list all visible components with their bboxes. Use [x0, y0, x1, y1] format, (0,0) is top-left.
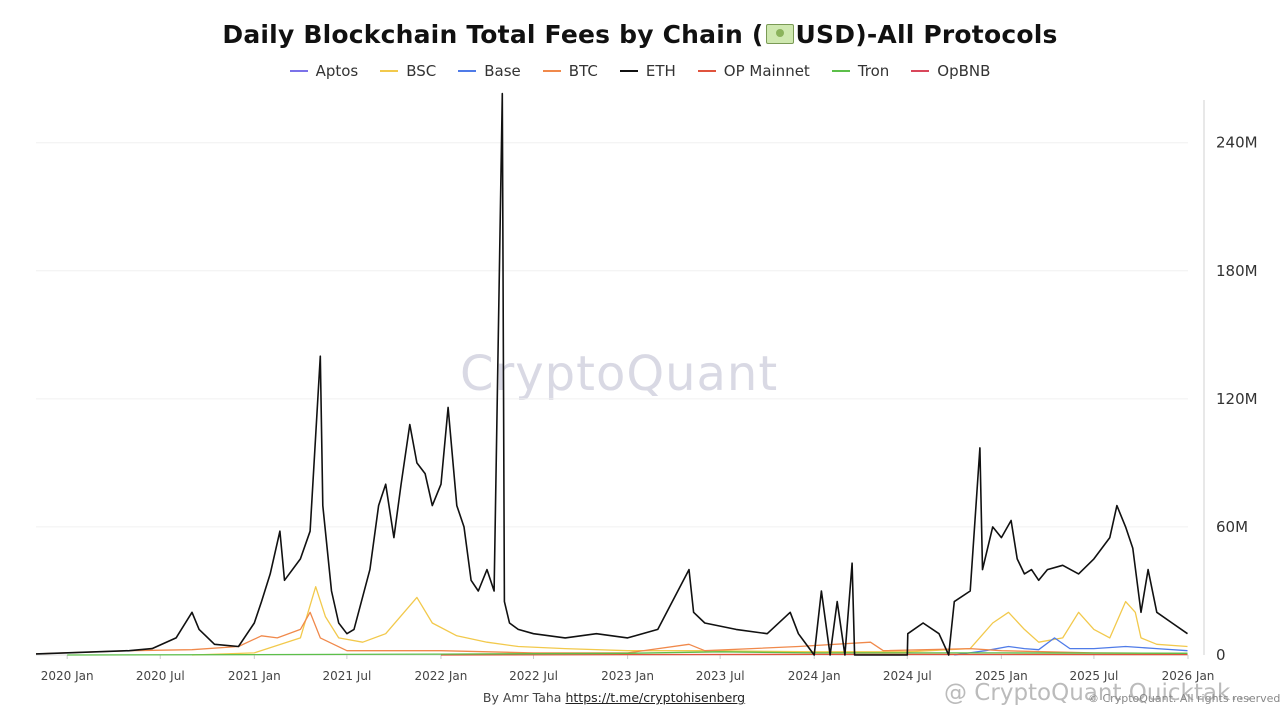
- x-tick-label: 2024 Jan: [788, 669, 841, 683]
- x-tick-label: 2021 Jul: [322, 669, 371, 683]
- legend-swatch: [542, 70, 561, 72]
- title-prefix: Daily Blockchain Total Fees by Chain (: [222, 20, 764, 49]
- corner-watermark: @ CryptoQuant Quicktak...: [944, 680, 1253, 706]
- x-tick-label: 2025 Jan: [975, 669, 1028, 683]
- legend-swatch: [831, 70, 850, 72]
- x-tick-label: 2024 Jul: [883, 669, 932, 683]
- y-tick-label: 60M: [1216, 518, 1248, 536]
- chart-title: Daily Blockchain Total Fees by Chain ( US…: [0, 20, 1280, 49]
- title-suffix: USD)-All Protocols: [795, 20, 1058, 49]
- legend-item-op-mainnet[interactable]: OP Mainnet: [697, 62, 810, 80]
- copyright: © CryptoQuant. All rights reserved.: [1088, 692, 1280, 705]
- footer-link[interactable]: https://t.me/cryptohisenberg: [565, 690, 746, 705]
- legend-item-tron[interactable]: Tron: [831, 62, 890, 80]
- legend-swatch: [289, 70, 308, 72]
- legend-swatch: [697, 70, 716, 72]
- x-tick-label: 2023 Jul: [696, 669, 745, 683]
- legend-swatch: [458, 70, 477, 72]
- legend-item-aptos[interactable]: Aptos: [289, 62, 359, 80]
- x-tick-label: 2023 Jan: [601, 669, 654, 683]
- series-line-op-mainnet: [440, 653, 1188, 656]
- legend-label: Aptos: [315, 62, 359, 80]
- legend-label: Base: [484, 62, 521, 80]
- y-tick-label: 0: [1216, 646, 1226, 664]
- series-line-btc: [35, 611, 1188, 655]
- series-line-base: [954, 637, 1188, 656]
- footer: By Amr Taha https://t.me/cryptohisenberg: [0, 690, 1228, 705]
- money-icon: [765, 24, 794, 44]
- legend-swatch: [911, 70, 930, 72]
- legend-label: OpBNB: [937, 62, 991, 80]
- x-tick-label: 2026 Jan: [1162, 669, 1215, 683]
- series-line-eth: [35, 92, 1188, 656]
- legend-item-base[interactable]: Base: [458, 62, 521, 80]
- y-tick-label: 240M: [1216, 134, 1258, 152]
- footer-author: By Amr Taha: [482, 690, 562, 705]
- legend-label: OP Mainnet: [723, 62, 810, 80]
- legend-label: ETH: [645, 62, 676, 80]
- x-tick-label: 2022 Jan: [415, 669, 468, 683]
- x-tick-label: 2021 Jan: [228, 669, 281, 683]
- legend-label: BSC: [406, 62, 437, 80]
- legend-swatch: [619, 70, 638, 72]
- y-tick-label: 120M: [1216, 390, 1258, 408]
- y-tick-label: 180M: [1216, 262, 1258, 280]
- x-tick-label: 2025 Jul: [1069, 669, 1118, 683]
- chart-legend: Aptos BSC Base BTC ETH OP Mainnet Tron OpBNB: [0, 62, 1280, 80]
- legend-item-bsc[interactable]: BSC: [380, 62, 436, 80]
- legend-swatch: [380, 70, 399, 72]
- legend-label: BTC: [568, 62, 598, 80]
- series-line-bsc: [191, 586, 1188, 656]
- watermark: CryptoQuant: [460, 346, 779, 402]
- legend-item-eth[interactable]: ETH: [619, 62, 676, 80]
- legend-label: Tron: [857, 62, 890, 80]
- series-line-tron: [67, 651, 1188, 656]
- x-tick-label: 2020 Jan: [41, 669, 94, 683]
- x-tick-label: 2022 Jul: [509, 669, 558, 683]
- legend-item-opbnb[interactable]: OpBNB: [911, 62, 990, 80]
- x-tick-label: 2020 Jul: [136, 669, 185, 683]
- legend-item-btc[interactable]: BTC: [542, 62, 598, 80]
